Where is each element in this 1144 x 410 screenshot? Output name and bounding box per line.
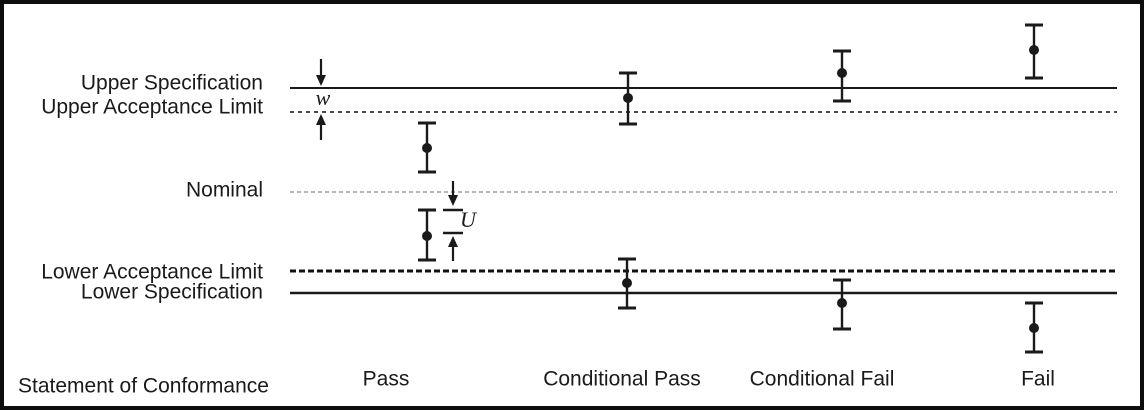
error-bar-conditional-fail-lower (833, 278, 851, 331)
category-label-conditional-pass: Conditional Pass (543, 367, 701, 391)
category-label-conditional-fail: Conditional Fail (749, 367, 895, 391)
reference-line-label-upper-specification: Upper Specification (80, 71, 263, 95)
error-bar-fail-lower (1025, 301, 1043, 354)
reference-line-label-lower-specification: Lower Specification (80, 280, 263, 304)
reference-line-label-lower-acceptance-limit: Lower Acceptance Limit (41, 260, 263, 284)
category-label-fail: Fail (1021, 367, 1055, 391)
u-uncertainty-arrows (443, 181, 463, 261)
error-bar-conditional-fail-upper (833, 49, 851, 103)
reference-line-label-nominal: Nominal (185, 178, 263, 202)
category-label-pass: Pass (362, 367, 410, 391)
w-gap-arrows (316, 59, 326, 140)
error-bar-fail-upper (1025, 23, 1043, 80)
reference-line-label-upper-acceptance-limit: Upper Acceptance Limit (41, 95, 263, 119)
error-bar-pass-upper (418, 121, 436, 174)
u-expanded-uncertainty-label: U (460, 207, 476, 232)
error-bar-conditional-pass-lower (618, 257, 636, 310)
statement-of-conformance-label: Statement of Conformance (18, 374, 269, 398)
error-bar-pass-lower (418, 208, 436, 262)
error-bar-conditional-pass-upper (619, 71, 637, 126)
w-guard-band-label: w (315, 85, 331, 110)
